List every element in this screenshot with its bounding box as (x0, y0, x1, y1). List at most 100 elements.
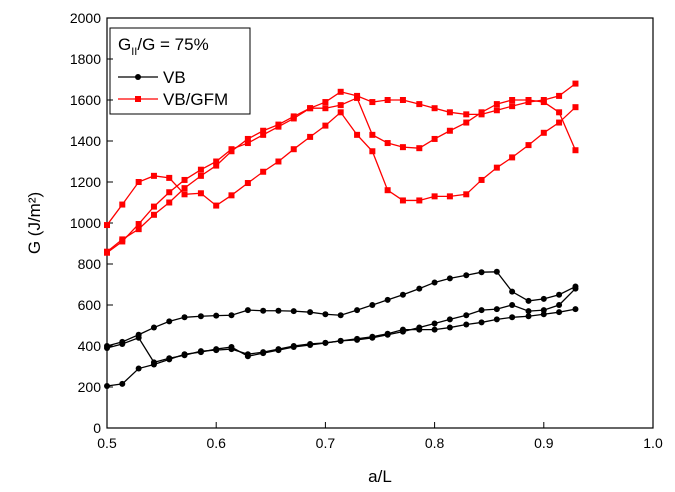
data-point (104, 382, 110, 389)
data-point (493, 101, 500, 108)
data-point (399, 291, 406, 298)
data-point (119, 380, 126, 387)
y-tick-label: 1200 (70, 174, 101, 190)
data-point (104, 345, 110, 352)
x-axis-label: a/L (368, 467, 392, 486)
data-point (446, 275, 453, 282)
data-point (354, 335, 361, 342)
data-point (150, 203, 157, 210)
data-point (446, 109, 453, 116)
data-point (572, 147, 579, 154)
data-point (463, 119, 470, 126)
data-point (197, 190, 204, 197)
data-point (213, 202, 220, 209)
data-point (275, 307, 282, 314)
data-point (509, 154, 516, 161)
data-point (369, 333, 376, 340)
legend-title: GII/G = 75% (118, 35, 209, 58)
data-point (525, 308, 532, 315)
data-point (135, 365, 142, 372)
data-point (260, 307, 267, 314)
data-point (135, 334, 142, 341)
data-point (181, 176, 188, 183)
data-point (228, 148, 235, 155)
data-point (119, 236, 126, 243)
data-point (307, 133, 314, 140)
data-point (463, 191, 470, 198)
data-point (290, 308, 297, 315)
y-tick-label: 200 (78, 379, 102, 395)
y-tick-label: 1600 (70, 92, 101, 108)
data-point (260, 350, 267, 357)
data-point (463, 312, 470, 319)
legend-title-base: G (118, 35, 131, 54)
y-tick-label: 600 (78, 297, 102, 313)
data-point (135, 179, 142, 185)
data-point (540, 295, 547, 302)
data-point (181, 185, 188, 192)
data-point (275, 347, 282, 354)
data-point (244, 307, 251, 314)
data-point (509, 288, 516, 295)
data-point (337, 109, 344, 116)
data-point (260, 127, 267, 134)
data-point (478, 307, 485, 314)
data-point (463, 321, 470, 328)
series-line (106, 271, 576, 347)
data-point (260, 168, 267, 175)
data-point (181, 351, 188, 358)
data-point (228, 192, 235, 199)
data-point (463, 111, 470, 118)
data-point (399, 197, 406, 204)
data-point (556, 92, 563, 99)
data-point (307, 341, 314, 348)
data-point (213, 158, 220, 165)
data-point (540, 129, 547, 136)
data-point (384, 296, 391, 303)
data-point (228, 344, 235, 351)
data-point (104, 222, 110, 229)
data-point (446, 324, 453, 331)
legend-title-sub: II (131, 46, 137, 58)
x-tick-label: 0.5 (97, 435, 117, 451)
data-point (369, 302, 376, 308)
data-point (166, 318, 173, 325)
data-point (509, 302, 516, 308)
data-point (369, 131, 376, 138)
data-point (213, 162, 220, 169)
data-point (416, 101, 423, 108)
data-point (337, 337, 344, 344)
data-point (493, 316, 500, 323)
data-point (431, 326, 438, 333)
x-tick-label: 0.9 (534, 435, 554, 451)
y-tick-label: 400 (78, 338, 102, 354)
data-point (150, 324, 157, 331)
data-point (416, 326, 423, 333)
data-point (150, 361, 157, 368)
data-point (166, 174, 173, 181)
legend-marker (135, 74, 141, 80)
data-point (540, 311, 547, 318)
data-point (228, 312, 235, 319)
data-point (493, 268, 500, 275)
data-point (104, 248, 110, 255)
y-tick-label: 1400 (70, 133, 101, 149)
legend-title-rest: /G = 75% (137, 35, 208, 54)
data-point (431, 105, 438, 112)
series-line (106, 288, 576, 364)
data-point (556, 291, 563, 298)
data-point (337, 88, 344, 95)
data-point (493, 107, 500, 114)
legend-box (109, 27, 251, 115)
data-point (213, 346, 220, 353)
data-point (384, 330, 391, 337)
data-point (354, 131, 361, 138)
data-point (572, 104, 579, 111)
data-point (150, 172, 157, 179)
data-point (354, 307, 361, 314)
data-point (493, 306, 500, 313)
x-tick-label: 0.8 (425, 435, 445, 451)
data-point (572, 285, 579, 292)
data-point (399, 326, 406, 333)
